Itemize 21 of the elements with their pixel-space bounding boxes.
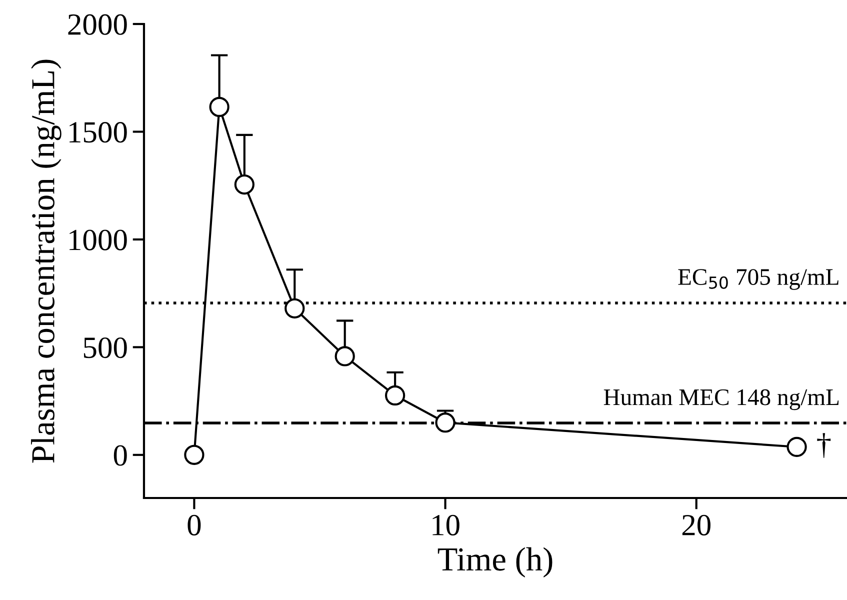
point [234,174,254,195]
y-tick-label: 1500 [70,122,127,143]
x-tick-label: 10 [432,514,460,536]
y-tick-label: 500 [84,337,127,358]
x-tick-label: 20 [682,514,710,536]
point [435,412,456,433]
y-tick-label: 1000 [70,230,127,250]
point [384,385,406,406]
ref-line-label: EC$_{50}$ 705 ng/mL [678,269,838,290]
y-tick-label: 0 [114,445,127,466]
y-axis-title: Plasma concentration (ng/mL) [31,60,62,463]
point [184,444,204,465]
y-tick-label: 2000 [68,14,127,35]
point [786,436,807,458]
point [334,346,355,366]
annotation: † [817,433,831,458]
ref-line-label: Human MEC 148 ng/mL [604,389,839,410]
point [209,96,230,118]
x-tick-label: 0 [188,514,201,536]
x-axis-title: Time (h) [438,547,552,578]
point [284,298,305,318]
